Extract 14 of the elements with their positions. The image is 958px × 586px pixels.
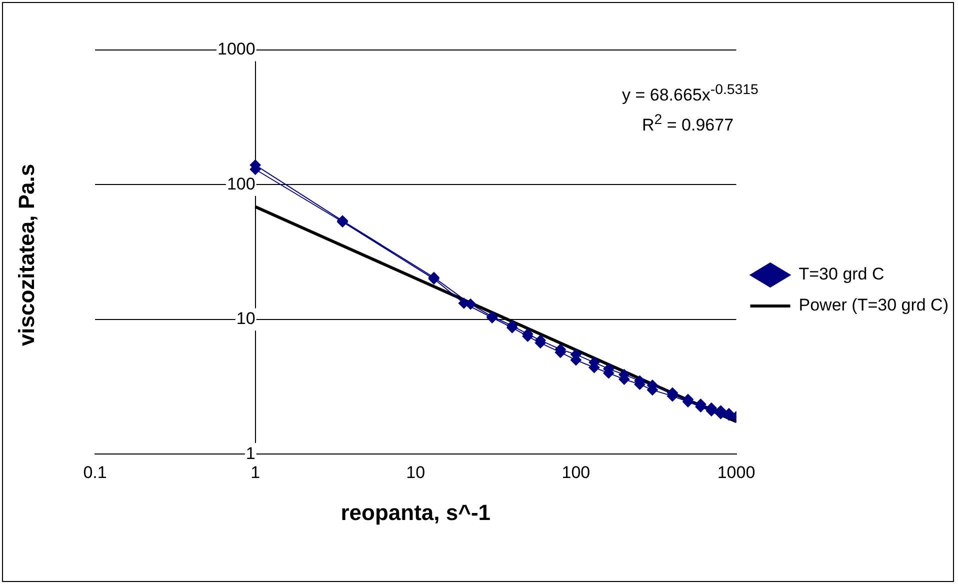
y-tick-label: 1 xyxy=(246,444,256,463)
y-axis-title: viscozitatea, Pa.s xyxy=(14,164,40,346)
y-tick-label: 100 xyxy=(226,174,256,194)
x-axis-title: reopanta, s^-1 xyxy=(340,500,491,525)
x-tick-label: 10 xyxy=(406,463,426,482)
annotation: R$^{2}$ = 0.9677 xyxy=(642,112,734,136)
x-tick-label: 1000 xyxy=(717,463,756,482)
legend-label: T=30 grd C xyxy=(798,264,884,284)
legend-label: Power (T=30 grd C) xyxy=(798,296,948,315)
y-tick-label: 1000 xyxy=(217,40,256,59)
x-tick-label: 100 xyxy=(562,463,590,482)
annotation: y = 68.665x$^{-0.5315}$ xyxy=(622,82,758,106)
y-tick-label: 10 xyxy=(236,309,256,328)
x-tick-label: 0.1 xyxy=(83,463,107,482)
